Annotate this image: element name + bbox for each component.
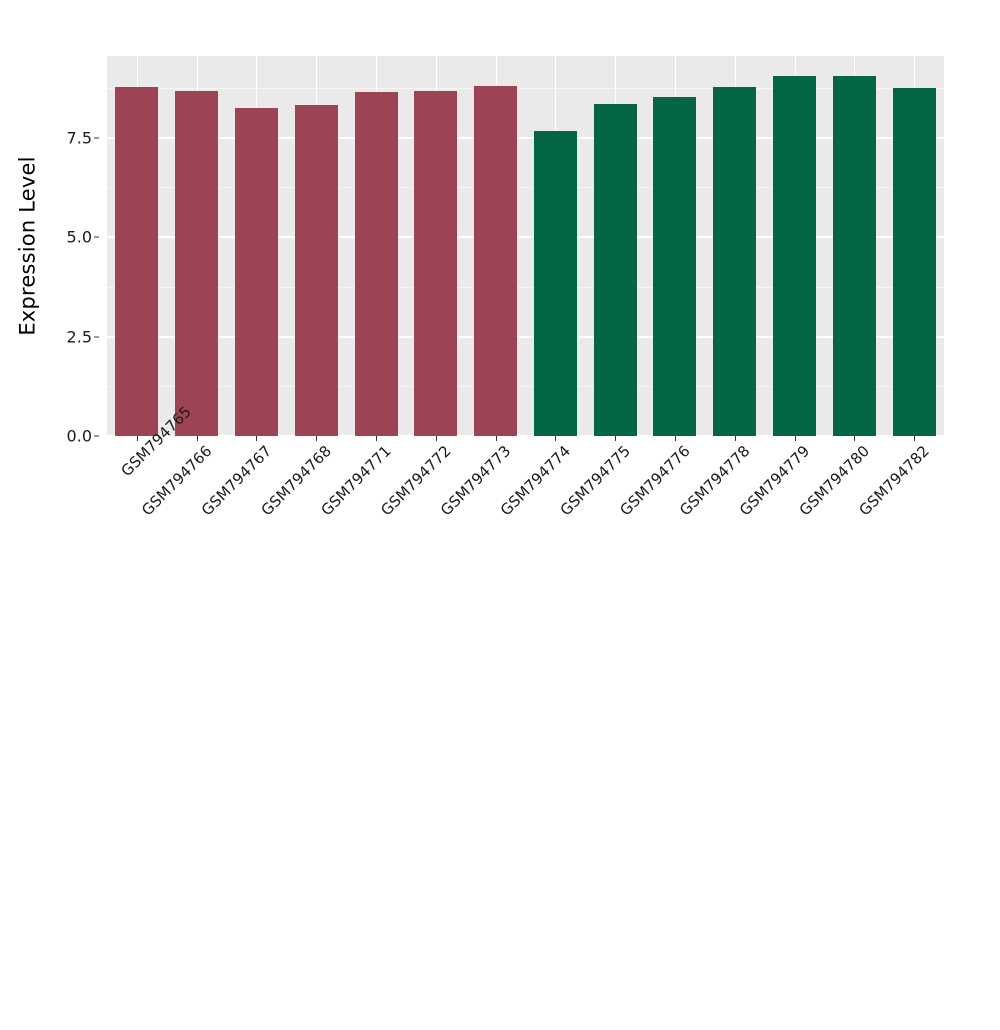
bar: [593, 104, 637, 436]
gridline-major-horizontal: [107, 136, 944, 139]
x-axis-tick-mark: [735, 436, 736, 441]
x-axis-tick-mark: [615, 436, 616, 441]
x-axis-tick-label: GSM794767: [197, 442, 276, 520]
y-axis-title: Expression Level: [0, 0, 56, 492]
bar: [653, 96, 697, 436]
bar-chart: Expression Level 0.0 2.5 5.0 7.5 GSM794765 G…: [0, 0, 944, 580]
x-axis-tick-mark: [795, 436, 796, 441]
y-axis-tick-label: 5.0: [66, 227, 92, 247]
x-axis-tick-labels: GSM794765 GSM794766 GSM794767 GSM794768 GSM7…: [107, 402, 944, 572]
x-axis-tick-mark: [436, 436, 437, 441]
x-axis-tick-label: GSM794778: [676, 442, 754, 520]
x-axis-tick-label: GSM794765: [117, 402, 195, 481]
x-axis-tick-mark: [675, 436, 676, 441]
y-axis-tick-mark: [94, 236, 99, 238]
y-axis-tick-label: 7.5: [66, 128, 92, 148]
x-axis-tick-label: GSM794773: [436, 442, 515, 520]
y-axis-tick-mark: [94, 435, 99, 437]
bar: [294, 104, 338, 436]
bar: [474, 86, 518, 436]
gridline-major-horizontal: [107, 435, 944, 436]
x-axis-tick-mark: [137, 436, 138, 441]
x-axis-tick-mark: [256, 436, 257, 441]
y-axis-tick-labels: 0.0 2.5 5.0 7.5: [56, 0, 100, 580]
bar: [832, 75, 876, 436]
gridline-minor-horizontal: [107, 87, 944, 89]
x-axis-tick-mark: [197, 436, 198, 441]
bar: [773, 75, 817, 436]
x-axis-tick-mark: [376, 436, 377, 441]
x-axis-tick-mark: [496, 436, 497, 441]
x-axis-tick-mark: [914, 436, 915, 441]
plot-panel: [107, 56, 944, 436]
y-axis-tick-label: 2.5: [66, 327, 92, 347]
bar: [354, 92, 398, 436]
bar: [533, 131, 577, 436]
bar: [713, 87, 757, 436]
bar: [115, 87, 159, 436]
y-axis-title-label: Expression Level: [16, 156, 40, 336]
gridline-major-horizontal: [107, 236, 944, 239]
gridline-minor-horizontal: [107, 386, 944, 388]
y-axis-tick-label: 0.0: [66, 426, 92, 446]
x-axis-tick-mark: [854, 436, 855, 441]
y-axis-tick-mark: [94, 336, 99, 338]
gridline-minor-horizontal: [107, 187, 944, 189]
y-axis-tick-mark: [94, 137, 99, 139]
gridline-minor-horizontal: [107, 286, 944, 288]
bar: [175, 91, 219, 436]
bar: [892, 88, 936, 436]
x-axis-tick-mark: [555, 436, 556, 441]
bar: [414, 91, 458, 436]
x-axis-tick-mark: [316, 436, 317, 441]
x-axis-tick-marks: [107, 436, 944, 442]
bar: [234, 108, 278, 436]
gridline-major-horizontal: [107, 335, 944, 338]
